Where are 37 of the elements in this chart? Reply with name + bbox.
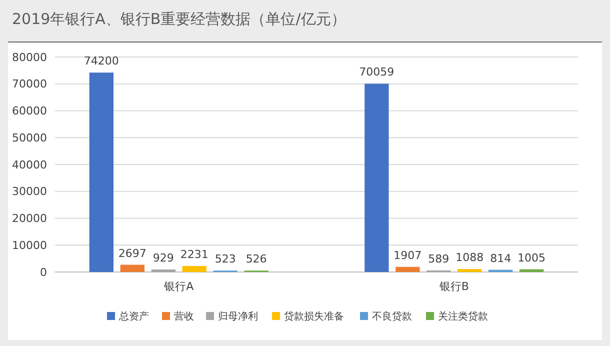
y-tick-label: 70000 bbox=[12, 78, 47, 91]
data-label: 1005 bbox=[518, 251, 546, 264]
data-label: 589 bbox=[428, 252, 450, 266]
legend-label: 贷款损失准备 bbox=[284, 310, 344, 322]
data-label: 70059 bbox=[359, 66, 394, 79]
y-tick-label: 0 bbox=[40, 266, 47, 279]
y-tick-label: 20000 bbox=[12, 212, 47, 226]
legend-label: 营收 bbox=[174, 310, 194, 322]
legend-label: 不良贷款 bbox=[372, 310, 412, 322]
bar bbox=[120, 264, 144, 272]
y-tick-label: 30000 bbox=[12, 185, 47, 198]
y-tick-label: 60000 bbox=[12, 104, 47, 118]
bar bbox=[396, 266, 420, 272]
y-tick-label: 10000 bbox=[12, 238, 47, 252]
bar bbox=[519, 269, 544, 272]
bar bbox=[458, 269, 482, 272]
chart-title: 2019年银行A、银行B重要经营数据（单位/亿元） bbox=[12, 10, 346, 28]
bar bbox=[364, 84, 389, 272]
data-label: 74200 bbox=[84, 54, 119, 68]
data-label: 814 bbox=[490, 252, 512, 265]
bar bbox=[182, 266, 206, 272]
bar bbox=[89, 72, 114, 272]
data-label: 2231 bbox=[180, 248, 208, 262]
data-label: 1907 bbox=[394, 248, 422, 262]
legend-label: 关注类贷款 bbox=[438, 310, 488, 322]
data-label: 1088 bbox=[456, 251, 484, 264]
legend-label: 归母净利 bbox=[218, 310, 258, 322]
data-label: 2697 bbox=[118, 246, 146, 260]
y-tick-label: 50000 bbox=[12, 131, 47, 144]
data-label: 523 bbox=[214, 252, 236, 266]
data-label: 929 bbox=[152, 252, 174, 265]
x-tick-label: 银行A bbox=[163, 280, 194, 293]
data-label: 526 bbox=[246, 252, 267, 266]
y-tick-label: 40000 bbox=[12, 158, 47, 172]
x-tick-label: 银行B bbox=[438, 280, 469, 293]
y-tick-label: 80000 bbox=[12, 50, 47, 64]
legend-label: 总资产 bbox=[118, 310, 149, 322]
